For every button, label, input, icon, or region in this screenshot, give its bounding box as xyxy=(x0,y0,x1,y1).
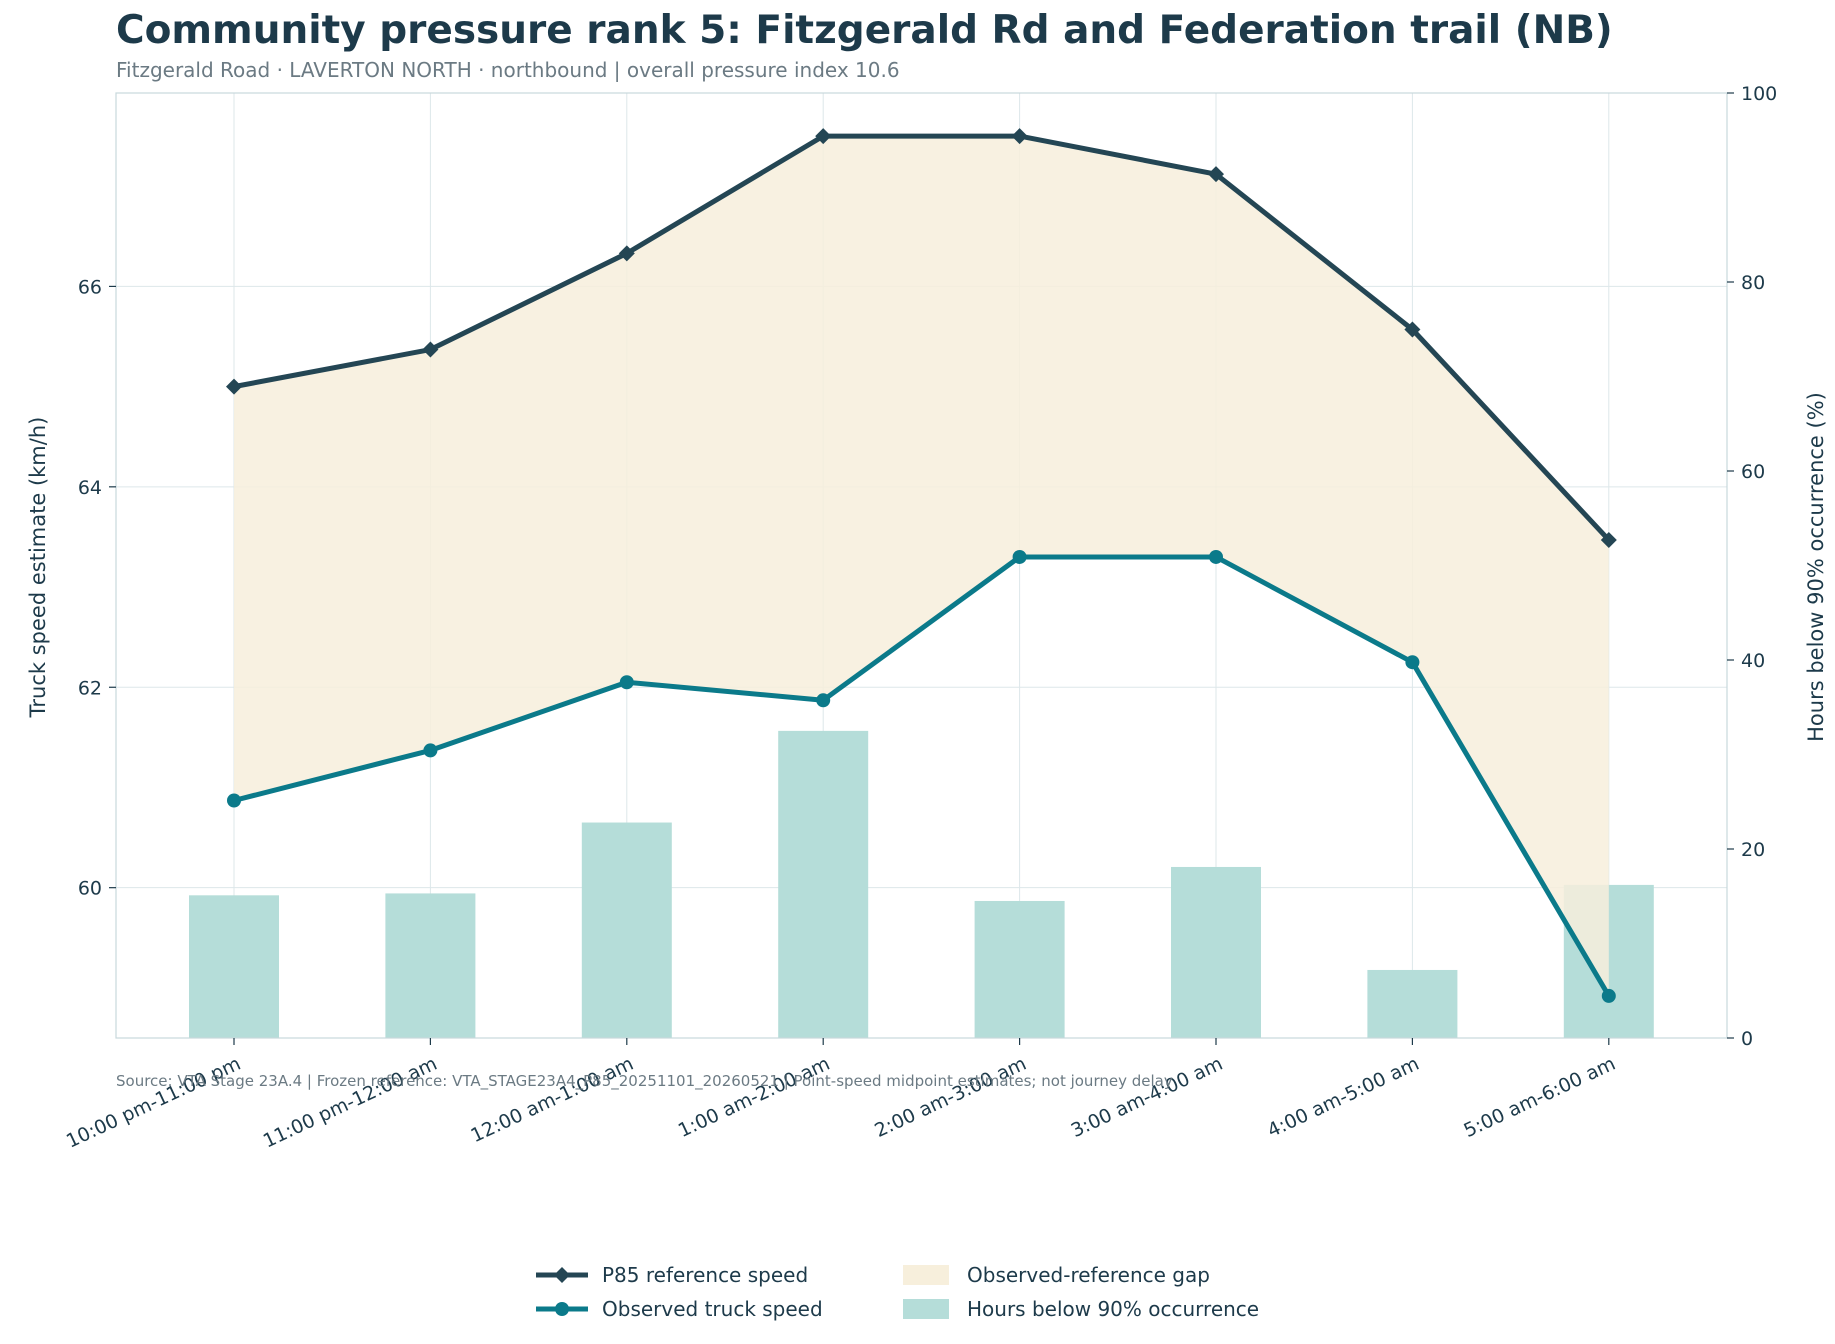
reference-speed-point xyxy=(1600,531,1617,548)
legend-observed-marker xyxy=(555,1302,569,1316)
x-tick-label: 12:00 am-1:00 am xyxy=(467,1053,636,1148)
reference-speed-point xyxy=(618,245,635,262)
x-tick-label: 1:00 am-2:00 am xyxy=(675,1053,833,1142)
source-note: Source: VTA Stage 23A.4 | Frozen referen… xyxy=(116,1072,1173,1091)
bar-hours-below xyxy=(974,900,1065,1038)
bar-hours-below xyxy=(581,822,672,1038)
observed-speed-point xyxy=(619,675,634,690)
bar-hours-below xyxy=(778,730,869,1038)
y-tick-label: 66 xyxy=(78,276,102,298)
x-tick-label: 10:00 pm-11:00 pm xyxy=(63,1053,244,1153)
reference-speed-point xyxy=(1011,128,1028,145)
bar-hours-below xyxy=(1171,866,1261,1038)
legend-gap-label: Observed-reference gap xyxy=(967,1263,1210,1287)
bar-hours-below xyxy=(385,893,476,1038)
y2-axis-label: Hours below 90% occurrence (%) xyxy=(1804,392,1828,742)
x-tick-label: 2:00 am-3:00 am xyxy=(871,1053,1029,1142)
legend-observed-label: Observed truck speed xyxy=(602,1297,823,1321)
y-tick-label: 64 xyxy=(78,477,102,499)
y-tick-label: 62 xyxy=(78,677,102,699)
observed-speed-point xyxy=(1209,549,1223,564)
y2-tick-label: 80 xyxy=(1741,272,1765,294)
lines-layer xyxy=(226,128,1617,1003)
legend-gap-swatch xyxy=(903,1265,949,1285)
observed-speed-point xyxy=(227,793,241,808)
bar-hours-below xyxy=(189,895,279,1038)
y2-tick-label: 40 xyxy=(1741,650,1765,672)
legend-reference-label: P85 reference speed xyxy=(602,1263,808,1287)
legend-reference-marker xyxy=(554,1267,570,1283)
reference-speed-point xyxy=(226,378,242,395)
reference-speed-line xyxy=(233,133,1611,542)
chart-title: Community pressure rank 5: Fitzgerald Rd… xyxy=(116,8,1613,53)
observed-speed-line xyxy=(233,554,1611,998)
x-tick-label: 5:00 am-6:00 am xyxy=(1460,1053,1618,1142)
y2-tick-label: 0 xyxy=(1741,1028,1753,1050)
x-tick-label: 11:00 pm-12:00 am xyxy=(260,1053,441,1153)
gap-area xyxy=(234,136,1609,996)
observed-speed-point xyxy=(816,693,831,708)
observed-speed-point xyxy=(1601,988,1616,1003)
legend-bars-label: Hours below 90% occurrence xyxy=(967,1297,1259,1321)
observed-speed-point xyxy=(423,743,438,758)
legend: P85 reference speed Observed truck speed O… xyxy=(536,1263,1259,1321)
x-tick-label: 3:00 am-4:00 am xyxy=(1068,1053,1226,1142)
reference-speed-point xyxy=(1208,166,1224,183)
reference-speed-point xyxy=(815,128,832,145)
observed-speed-point xyxy=(1012,549,1027,564)
reference-speed-point xyxy=(422,341,439,358)
y-tick-label: 60 xyxy=(78,878,102,900)
gap-layer xyxy=(234,136,1609,996)
reference-speed-point xyxy=(1404,321,1421,338)
chart-subtitle: Fitzgerald Road · LAVERTON NORTH · north… xyxy=(116,58,900,82)
y2-tick-label: 100 xyxy=(1741,83,1777,105)
legend-bars-swatch xyxy=(903,1299,949,1319)
x-tick-label: 4:00 am-5:00 am xyxy=(1264,1053,1422,1142)
y-axis-label: Truck speed estimate (km/h) xyxy=(26,417,50,719)
plot-frame xyxy=(115,92,1728,1039)
bar-hours-below xyxy=(1367,969,1458,1038)
y2-tick-label: 20 xyxy=(1741,839,1765,861)
y2-tick-label: 60 xyxy=(1741,461,1765,483)
observed-speed-point xyxy=(1405,655,1420,670)
bars-layer xyxy=(189,730,1654,1038)
